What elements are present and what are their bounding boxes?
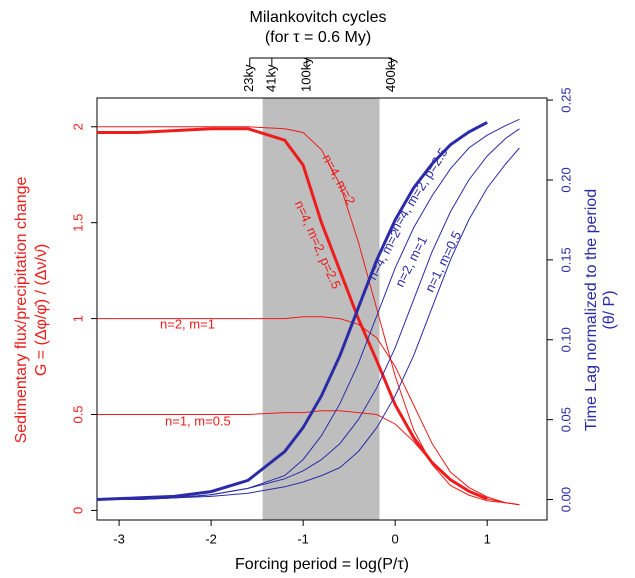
series-line	[97, 128, 520, 500]
plot-frame	[96, 97, 548, 521]
y2-tick-label: 0.10	[558, 327, 573, 352]
y2-tick-label: 0.05	[558, 407, 573, 432]
series-label: n=4, m=2, p=2.5	[388, 145, 451, 234]
x-tick-label: 1	[484, 531, 491, 546]
top-tick-label: 100ky	[298, 57, 313, 92]
y-tick-label: 0	[70, 507, 85, 514]
y-axis-label: Sedimentary flux/precipitation change	[13, 176, 30, 443]
series-line	[97, 126, 520, 506]
y-tick-label: 2	[70, 123, 85, 130]
y2-axis-label: Time Lag normalized to the period	[583, 189, 600, 431]
series-line	[97, 410, 520, 506]
y-tick-label: 1	[70, 315, 85, 322]
series-label: n=2, m=1	[160, 316, 215, 331]
x-tick-label: -2	[205, 531, 217, 546]
chart-subtitle: (for τ = 0.6 My)	[265, 29, 371, 46]
y2-tick-label: 0.15	[558, 247, 573, 272]
x-tick-label: -1	[297, 531, 309, 546]
y2-tick-label: 0.25	[558, 87, 573, 112]
top-tick-label: 400ky	[383, 57, 398, 92]
top-tick-label: 41ky	[263, 64, 278, 92]
x-axis-label: Forcing period = log(P/τ)	[235, 556, 409, 573]
y-tick-label: 1.5	[70, 214, 85, 232]
x-tick-label: 0	[392, 531, 399, 546]
chart-title: Milankovitch cycles	[250, 9, 387, 26]
y2-tick-label: 0.20	[558, 167, 573, 192]
series-line	[96, 121, 488, 501]
series-label: n=1, m=0.5	[165, 413, 231, 428]
y2-tick-label: 0.00	[558, 487, 573, 512]
series-line	[97, 147, 520, 500]
x-tick-label: -3	[113, 531, 125, 546]
y-tick-label: 0.5	[70, 405, 85, 423]
y2-axis-label: (θ/ P)	[601, 290, 618, 329]
y-axis-label: G = (Δφ/φ̄) / (Δν/ν̄)	[33, 244, 50, 376]
top-tick-label: 23ky	[241, 64, 256, 92]
series-line	[97, 316, 520, 506]
